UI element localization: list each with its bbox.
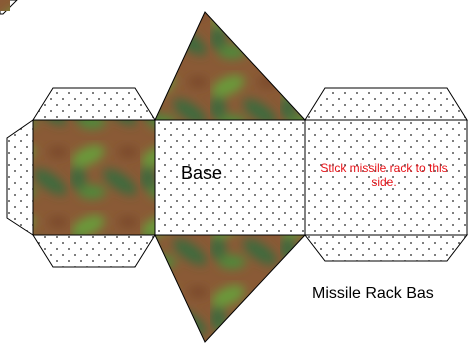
net-caption: Missile Rack Bas [312,285,434,302]
left-square-face [32,119,156,236]
right-bottom-flap [303,234,468,262]
left-glue-tab [6,119,34,236]
left-top-flap [32,87,156,121]
left-bottom-flap [32,234,156,268]
bottom-triangle-face [154,234,307,343]
right-face [304,119,468,236]
missile-rack-note: Stick missile rack to this side. [320,161,448,189]
right-top-flap [304,87,468,121]
base-face [154,119,306,236]
corner-texture [0,0,10,11]
top-triangle-face [154,11,307,121]
base-label: Base [181,163,223,183]
